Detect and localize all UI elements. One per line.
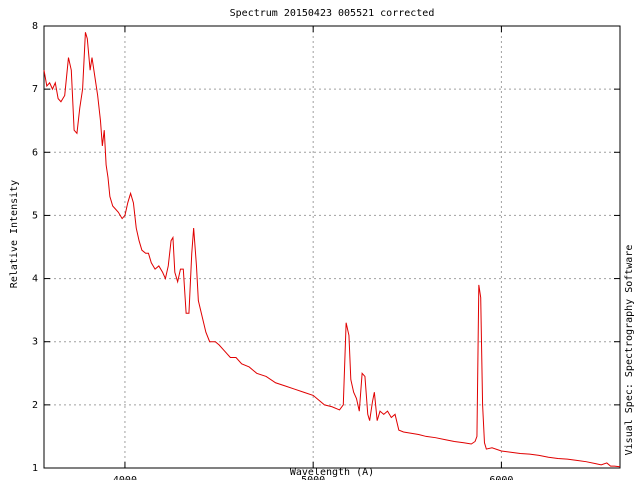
y-tick-label: 2 (32, 400, 38, 411)
y-tick-label: 1 (32, 463, 38, 474)
x-tick-label: 6000 (489, 475, 513, 480)
y-tick-label: 8 (32, 21, 38, 32)
x-tick-label: 5000 (301, 475, 325, 480)
y-tick-label: 4 (32, 274, 38, 285)
annotation: Visual Spec: Spectrography Software (624, 245, 635, 456)
x-axis-label: Wavelength (A) (290, 467, 374, 478)
chart-title: Spectrum 20150423 005521 corrected (230, 8, 435, 19)
y-tick-label: 3 (32, 337, 38, 348)
y-axis-label: Relative Intensity (9, 180, 20, 288)
y-tick-label: 6 (32, 147, 38, 158)
y-tick-label: 5 (32, 210, 38, 221)
plot-frame (43, 25, 621, 469)
spectrum-line (43, 32, 621, 468)
x-tick-label: 4000 (113, 475, 137, 480)
y-tick-label: 7 (32, 84, 38, 95)
